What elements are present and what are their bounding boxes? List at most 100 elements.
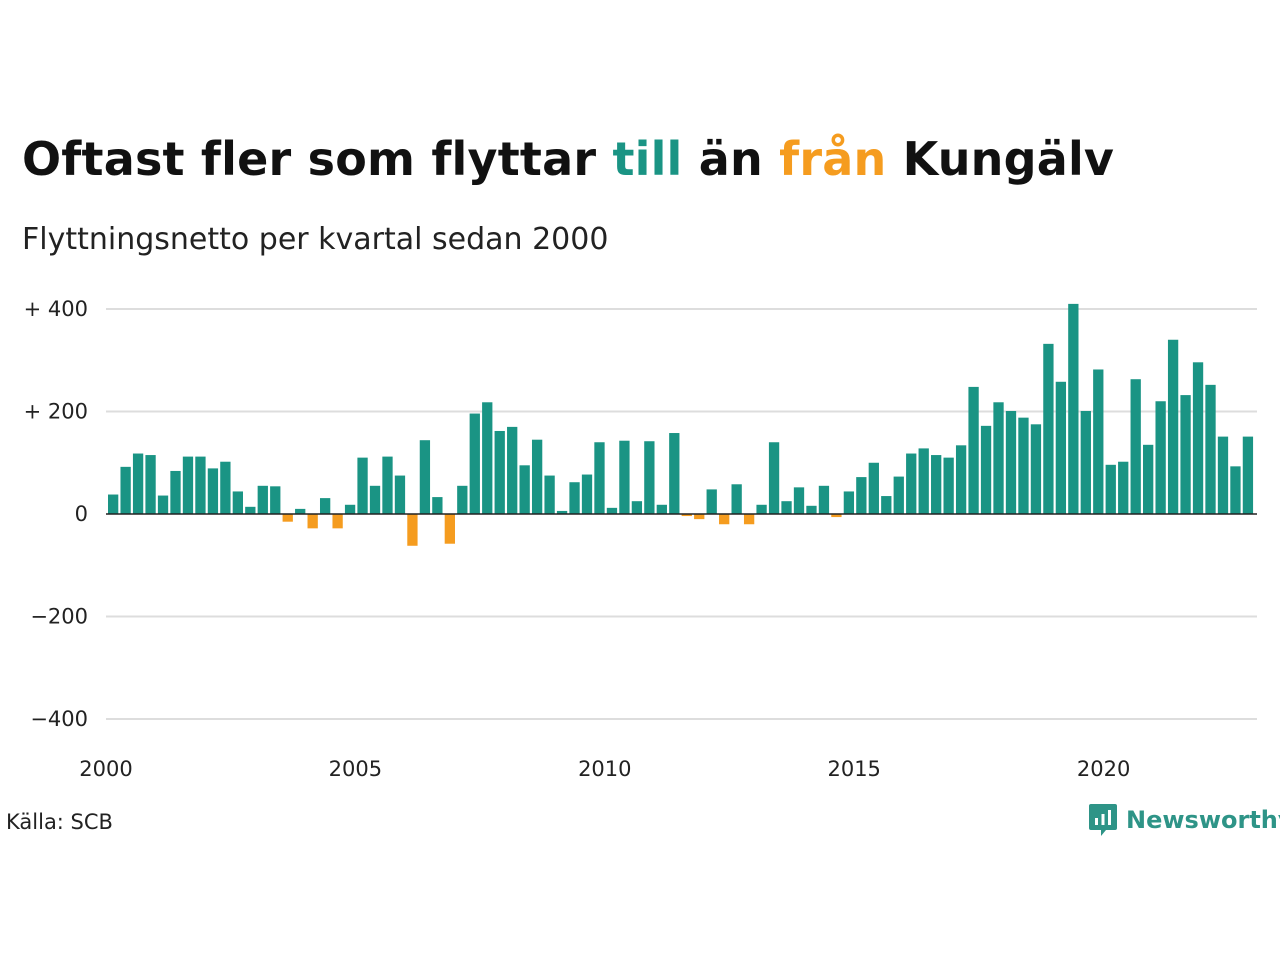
bar bbox=[1043, 343, 1054, 514]
bar bbox=[719, 514, 730, 525]
bar bbox=[319, 498, 331, 514]
bar bbox=[482, 402, 493, 514]
bar bbox=[644, 441, 655, 514]
bar bbox=[856, 477, 867, 514]
bar bbox=[295, 508, 306, 515]
x-tick-label: 2015 bbox=[827, 757, 880, 781]
bar bbox=[656, 504, 667, 514]
y-tick-label: 0 bbox=[75, 502, 88, 526]
bar bbox=[1205, 384, 1216, 514]
bar bbox=[980, 425, 992, 514]
bar bbox=[245, 506, 256, 514]
bar bbox=[569, 482, 580, 514]
bar bbox=[282, 514, 293, 522]
bar bbox=[382, 456, 393, 514]
bar bbox=[943, 457, 954, 514]
bar bbox=[108, 494, 119, 514]
x-axis-labels: 2000 2005 2010 2015 2020 bbox=[79, 757, 1130, 781]
bar bbox=[1155, 401, 1166, 514]
bar bbox=[1230, 466, 1241, 514]
bar bbox=[606, 507, 618, 514]
bar bbox=[344, 504, 356, 514]
bar bbox=[806, 505, 817, 514]
bar bbox=[793, 487, 805, 514]
bar bbox=[407, 514, 418, 546]
bar bbox=[120, 466, 131, 514]
x-tick-label: 2020 bbox=[1077, 757, 1130, 781]
bar bbox=[594, 442, 605, 514]
bar bbox=[669, 433, 680, 514]
bar bbox=[270, 486, 281, 514]
bar bbox=[1093, 369, 1104, 514]
bar bbox=[507, 426, 518, 514]
bar bbox=[132, 453, 144, 514]
bar bbox=[531, 439, 543, 514]
bar bbox=[519, 465, 530, 514]
bar bbox=[694, 514, 705, 520]
x-tick-label: 2000 bbox=[79, 757, 132, 781]
bar-chart: + 400 + 200 0 −200 −400 2000 2005 2010 2015 2020 bbox=[24, 297, 1257, 781]
bar bbox=[157, 495, 169, 514]
bar bbox=[681, 514, 692, 517]
bar bbox=[432, 497, 443, 514]
bars bbox=[108, 303, 1254, 546]
bar bbox=[906, 453, 917, 514]
bar bbox=[868, 462, 879, 514]
bar bbox=[195, 456, 206, 514]
bar bbox=[220, 461, 231, 514]
bar bbox=[469, 413, 480, 514]
bar bbox=[394, 475, 406, 514]
bar bbox=[893, 476, 904, 514]
newsworthy-logo[interactable]: Newsworthy bbox=[1088, 803, 1280, 837]
bar bbox=[419, 440, 431, 514]
title-part-1: Oftast fler som flyttar bbox=[22, 132, 613, 186]
y-axis-labels: + 400 + 200 0 −200 −400 bbox=[24, 297, 88, 731]
bar bbox=[968, 386, 979, 514]
bar bbox=[931, 455, 942, 514]
bar bbox=[768, 442, 780, 514]
bar bbox=[369, 485, 381, 514]
bar bbox=[1055, 381, 1067, 514]
bar bbox=[332, 514, 343, 529]
bar bbox=[444, 514, 455, 544]
bar bbox=[556, 510, 568, 514]
bar bbox=[631, 501, 643, 514]
bar bbox=[743, 514, 755, 525]
bar bbox=[756, 504, 767, 514]
bar bbox=[182, 456, 194, 514]
chart-subtitle: Flyttningsnetto per kvartal sedan 2000 bbox=[22, 222, 609, 257]
y-tick-label: −200 bbox=[30, 605, 88, 629]
bar bbox=[170, 470, 181, 514]
bar bbox=[494, 430, 505, 514]
bar bbox=[207, 468, 219, 514]
bar bbox=[257, 485, 268, 514]
bar bbox=[581, 474, 593, 514]
source-note: Källa: SCB bbox=[6, 810, 113, 834]
newsworthy-logo-icon bbox=[1089, 804, 1117, 836]
bar bbox=[544, 475, 555, 514]
title-highlight-fran: från bbox=[779, 132, 887, 186]
chart-title: Oftast fler som flyttar till än från Kun… bbox=[22, 132, 1114, 186]
brand-name: Newsworthy bbox=[1126, 806, 1280, 834]
bar bbox=[619, 440, 630, 514]
y-tick-label: + 400 bbox=[24, 297, 88, 321]
bar bbox=[993, 402, 1004, 514]
bar bbox=[831, 514, 842, 518]
bar bbox=[843, 491, 855, 514]
bar bbox=[706, 489, 717, 514]
bar bbox=[1167, 339, 1179, 514]
title-part-3: än bbox=[682, 132, 780, 186]
bar bbox=[781, 501, 792, 514]
bar bbox=[1143, 444, 1154, 514]
bar bbox=[1105, 464, 1116, 514]
bar bbox=[145, 455, 156, 514]
bar bbox=[1118, 461, 1129, 514]
bar bbox=[918, 448, 929, 514]
y-tick-label: + 200 bbox=[24, 400, 88, 424]
y-tick-label: −400 bbox=[30, 707, 88, 731]
bar bbox=[1242, 436, 1254, 514]
bar bbox=[307, 514, 318, 529]
bar bbox=[1217, 436, 1229, 514]
bar bbox=[1030, 424, 1042, 514]
bar bbox=[232, 491, 243, 514]
